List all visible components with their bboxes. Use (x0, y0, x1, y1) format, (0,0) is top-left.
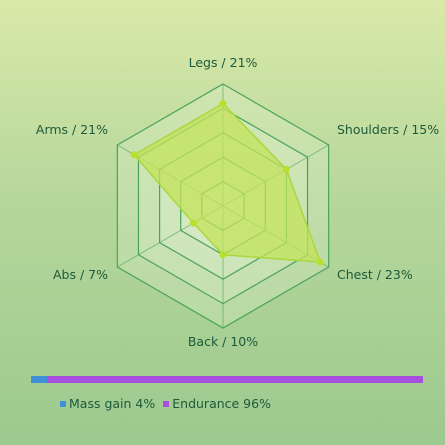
legend-swatch-mass-gain (60, 400, 66, 407)
radar-point-legs (219, 100, 227, 108)
composition-segment-mass-gain (31, 376, 47, 383)
radar-point-shoulders (282, 165, 290, 173)
radar-point-abs (189, 219, 197, 227)
legend-item-endurance: Endurance 96% (163, 396, 271, 411)
axis-label-arms: Arms / 21% (36, 122, 108, 137)
axis-label-legs: Legs / 21% (189, 55, 258, 70)
legend-item-mass-gain: Mass gain 4% (60, 396, 155, 411)
axis-label-chest: Chest / 23% (337, 267, 413, 282)
radar-point-back (219, 251, 227, 259)
composition-bar (31, 376, 423, 383)
composition-legend: Mass gain 4% Endurance 96% (60, 396, 271, 411)
axis-label-shoulders: Shoulders / 15% (337, 122, 439, 137)
legend-swatch-endurance (163, 400, 170, 407)
legend-label-mass-gain: Mass gain 4% (69, 396, 156, 411)
composition-segment-endurance (46, 376, 423, 383)
radar-point-arms (130, 151, 138, 159)
legend-label-endurance: Endurance 96% (172, 396, 271, 411)
radar-axis-labels: Legs / 21% Shoulders / 15% Chest / 23% B… (36, 55, 439, 349)
radar-points (130, 100, 324, 266)
radar-point-chest (316, 258, 324, 266)
axis-label-abs: Abs / 7% (53, 267, 108, 282)
axis-label-back: Back / 10% (188, 334, 258, 349)
